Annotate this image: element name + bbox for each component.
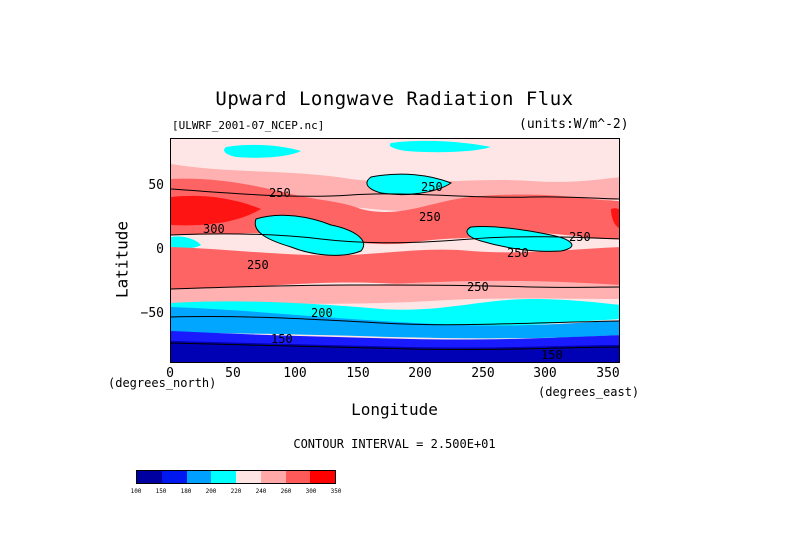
y-axis-units: (degrees_north)	[108, 376, 217, 390]
y-tick-label: 50	[148, 178, 164, 193]
contour-line	[366, 173, 453, 196]
map-plot-area: 250 250 250 250 250 250 200 150 150 300 …	[170, 138, 620, 363]
plot-title: Upward Longwave Radiation Flux	[215, 88, 574, 110]
contour-line	[171, 315, 619, 326]
contour-label: 250	[269, 186, 291, 200]
contour-interval-text: CONTOUR INTERVAL = 2.500E+01	[293, 437, 496, 451]
contour-label: 150	[271, 332, 293, 346]
file-label: [ULWRF_2001-07_NCEP.nc]	[172, 119, 325, 132]
colorbar-swatch	[211, 471, 236, 483]
contour-label: 250	[421, 180, 443, 194]
field-band-south-lightblue	[171, 307, 619, 339]
colorbar-swatch	[161, 471, 187, 483]
contour-label: 200	[311, 306, 333, 320]
field-arctic-cyan-3	[389, 140, 491, 153]
colorbar	[136, 470, 336, 484]
colorbar-swatch	[137, 471, 162, 483]
y-tick-label: −50	[140, 306, 164, 321]
contour-line	[254, 214, 364, 256]
colorbar-swatch	[236, 471, 261, 483]
contour-label: 250	[569, 230, 591, 244]
field-band-south-salmon	[171, 247, 619, 291]
x-tick-label: 200	[408, 366, 432, 381]
colorbar-tick-label: 100	[130, 488, 142, 495]
colorbar-swatch	[285, 471, 311, 483]
field-red-east	[611, 208, 619, 229]
colorbar-tick-label: 220	[230, 488, 242, 495]
colorbar-tick-label: 350	[330, 488, 342, 495]
contour-label: 250	[467, 280, 489, 294]
colorbar-swatch	[186, 471, 212, 483]
colorbar-swatch	[260, 471, 286, 483]
x-tick-label: 300	[533, 366, 557, 381]
contour-label: 250	[507, 246, 529, 260]
field-equatorial-cyan-1	[255, 215, 364, 256]
colorbar-tick-label: 150	[155, 488, 167, 495]
x-tick-label: 250	[471, 366, 495, 381]
y-axis-label: Latitude	[112, 220, 132, 299]
x-tick-label: 0	[166, 366, 174, 381]
x-tick-label: 350	[596, 366, 620, 381]
x-axis-label: Longitude	[351, 400, 438, 419]
colorbar-tick-label: 200	[205, 488, 217, 495]
colorbar-tick-label: 260	[280, 488, 292, 495]
contour-label: 250	[247, 258, 269, 272]
contour-line	[466, 226, 573, 252]
field-band-south-pink	[171, 280, 619, 305]
contour-line	[171, 233, 619, 244]
field-equatorial-cyan-3	[171, 236, 201, 249]
field-sahara-red	[171, 195, 261, 226]
x-axis-units: (degrees_east)	[538, 385, 640, 399]
contour-lines	[171, 173, 619, 351]
x-tick-label: 100	[283, 366, 307, 381]
contour-label: 150	[541, 348, 563, 362]
field-equatorial-cyan-2	[466, 226, 572, 252]
colorbar-swatch	[310, 471, 335, 483]
contour-line	[171, 284, 619, 290]
colorbar-tick-label: 300	[305, 488, 317, 495]
field-arctic-cyan-2	[366, 174, 451, 195]
field-arctic-cyan-1	[224, 144, 301, 158]
colorbar-tick-label: 180	[180, 488, 192, 495]
contour-label: 250	[419, 210, 441, 224]
units-label: (units:W/m^-2)	[519, 117, 629, 132]
y-tick-label: 0	[156, 242, 164, 257]
contour-line	[171, 342, 619, 351]
flux-field: 250 250 250 250 250 250 200 150 150 300 …	[171, 139, 619, 362]
colorbar-tick-label: 240	[255, 488, 267, 495]
x-tick-label: 50	[225, 366, 241, 381]
contour-labels: 250 250 250 250 250 250 200 150 150 300 …	[203, 180, 591, 362]
x-tick-label: 150	[346, 366, 370, 381]
contour-label: 300	[203, 222, 225, 236]
